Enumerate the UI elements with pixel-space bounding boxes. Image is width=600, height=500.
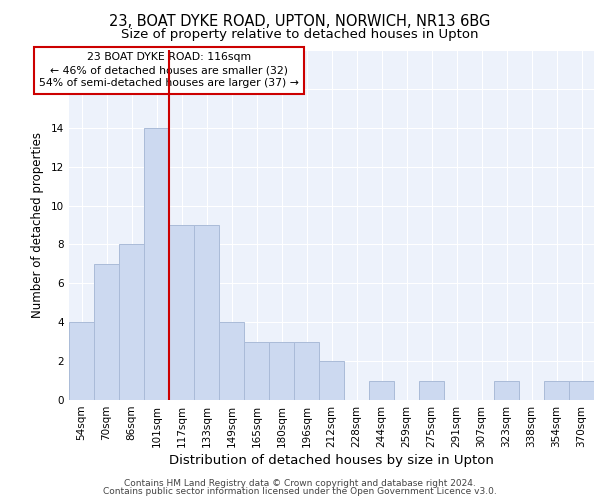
- Bar: [69, 322, 94, 400]
- Y-axis label: Number of detached properties: Number of detached properties: [31, 132, 44, 318]
- Bar: [194, 225, 219, 400]
- Bar: [144, 128, 169, 400]
- Bar: [419, 380, 444, 400]
- Bar: [269, 342, 294, 400]
- Text: Contains HM Land Registry data © Crown copyright and database right 2024.: Contains HM Land Registry data © Crown c…: [124, 478, 476, 488]
- Text: 23, BOAT DYKE ROAD, UPTON, NORWICH, NR13 6BG: 23, BOAT DYKE ROAD, UPTON, NORWICH, NR13…: [109, 14, 491, 29]
- Bar: [319, 361, 344, 400]
- Bar: [244, 342, 269, 400]
- X-axis label: Distribution of detached houses by size in Upton: Distribution of detached houses by size …: [169, 454, 494, 467]
- Bar: [494, 380, 519, 400]
- Bar: [219, 322, 244, 400]
- Text: Contains public sector information licensed under the Open Government Licence v3: Contains public sector information licen…: [103, 487, 497, 496]
- Bar: [169, 225, 194, 400]
- Bar: [94, 264, 119, 400]
- Bar: [569, 380, 594, 400]
- Bar: [119, 244, 144, 400]
- Bar: [369, 380, 394, 400]
- Text: 23 BOAT DYKE ROAD: 116sqm
← 46% of detached houses are smaller (32)
54% of semi-: 23 BOAT DYKE ROAD: 116sqm ← 46% of detac…: [39, 52, 299, 88]
- Bar: [544, 380, 569, 400]
- Bar: [294, 342, 319, 400]
- Text: Size of property relative to detached houses in Upton: Size of property relative to detached ho…: [121, 28, 479, 41]
